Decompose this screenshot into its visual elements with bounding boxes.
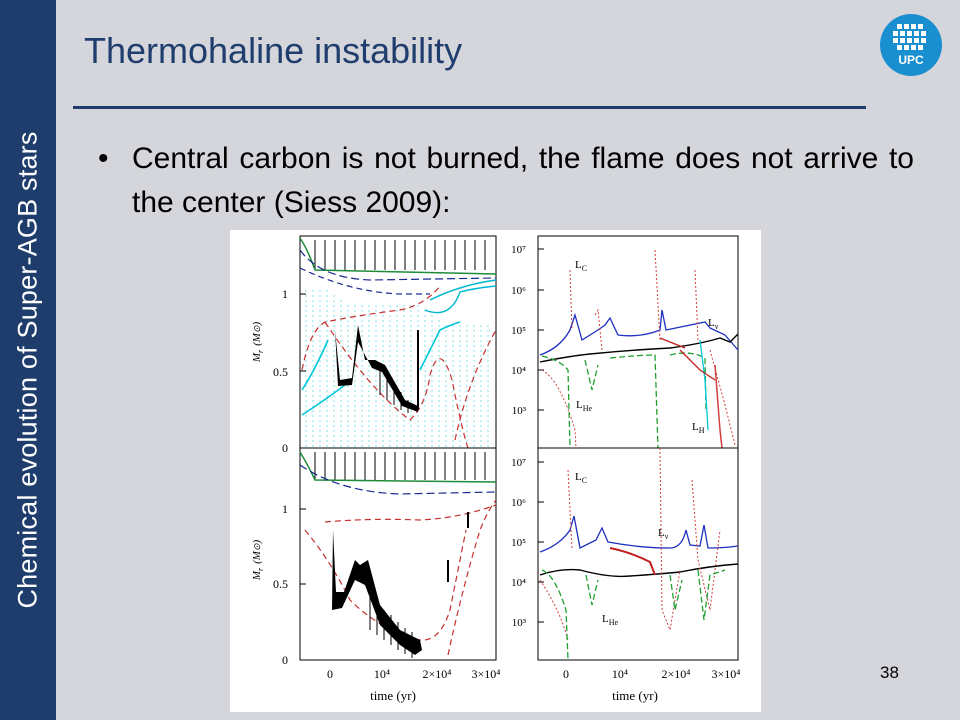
bullet-item: • Central carbon is not burned, the flam… xyxy=(98,137,914,225)
ytick-right-bottom-1e3: 10³ xyxy=(512,617,527,629)
xtick-left-3e4: 3×10⁴ xyxy=(472,667,501,681)
ylabel-left-bottom-sub: r xyxy=(256,567,265,571)
ytick-left-top-05: 0.5 xyxy=(273,365,288,379)
bullet-marker: • xyxy=(98,142,109,175)
ytick-right-bottom-1e4: 10⁴ xyxy=(511,577,526,589)
xlabel-right: time (yr) xyxy=(612,688,658,703)
ytick-left-top-1: 1 xyxy=(282,287,288,301)
ytick-right-bottom-1e5: 10⁵ xyxy=(511,537,526,549)
ylabel-left-top-main: M xyxy=(251,352,263,363)
label-lh-top: LH xyxy=(692,421,705,435)
xtick-left-1e4: 10⁴ xyxy=(374,667,390,681)
ytick-left-bottom-1: 1 xyxy=(282,502,288,516)
ylabel-left-bottom-main: M xyxy=(251,570,263,581)
sidebar: Chemical evolution of Super-AGB stars xyxy=(0,0,56,720)
logo-text: UPC xyxy=(898,53,924,67)
slide-title: Thermohaline instability xyxy=(84,30,463,71)
left-top-panel: 1 0.5 0 Mr (M⊙) xyxy=(251,235,497,455)
ytick-right-bottom-1e6: 10⁶ xyxy=(511,497,526,509)
ytick-right-top-1e5: 10⁵ xyxy=(511,325,526,337)
ylabel-left-top-sub: r xyxy=(256,349,265,353)
ytick-left-bottom-05: 0.5 xyxy=(273,577,288,591)
ytick-right-top-1e6: 10⁶ xyxy=(511,285,526,297)
bullet-text: Central carbon is not burned, the flame … xyxy=(132,142,914,219)
xtick-right-2e4: 2×10⁴ xyxy=(662,667,691,681)
ytick-right-top-1e4: 10⁴ xyxy=(511,365,526,377)
ytick-left-top-0: 0 xyxy=(282,441,288,455)
ylabel-left-bottom-unit: (M xyxy=(251,550,263,564)
ytick-left-bottom-0: 0 xyxy=(282,653,288,667)
svg-text:Mr(M⊙): Mr (M⊙) xyxy=(251,540,265,582)
label-lhe-bottom: LHe xyxy=(602,613,619,627)
xtick-right-1e4: 10⁴ xyxy=(612,667,628,681)
label-lnu-bottom: Lν xyxy=(658,527,669,541)
xlabel-left: time (yr) xyxy=(370,688,416,703)
ytick-right-top-1e3: 10³ xyxy=(512,405,527,417)
left-bottom-panel: 1 0.5 0 Mr (M⊙) 0 10⁴ 2×10⁴ 3×10⁴ time (y… xyxy=(251,447,501,703)
ytick-right-top-1e7: 10⁷ xyxy=(511,244,526,256)
ylabel-left-bottom-sun: ⊙ xyxy=(252,543,262,551)
label-lc-top: LC xyxy=(575,259,587,273)
xtick-left-2e4: 2×10⁴ xyxy=(423,667,452,681)
xtick-right-0: 0 xyxy=(563,667,569,681)
page-number: 38 xyxy=(880,663,899,682)
upc-logo-icon: UPC xyxy=(880,14,942,76)
label-lnu-top: Lν xyxy=(708,317,719,331)
xtick-left-0: 0 xyxy=(327,667,333,681)
title-underline xyxy=(73,106,866,109)
figure-panels: 1 0.5 0 Mr(M⊙) 1 0.5 xyxy=(230,230,761,712)
ytick-right-bottom-1e7: 10⁷ xyxy=(511,457,526,469)
label-lhe-top: LHe xyxy=(576,399,593,413)
sidebar-title: Chemical evolution of Super-AGB stars xyxy=(12,131,43,609)
ylabel-left-bottom-end: ) xyxy=(251,540,263,545)
right-bottom-panel: 10⁷ 10⁶ 10⁵ 10⁴ 10³ LC Lν LHe 0 10⁴ 2×10… xyxy=(511,447,741,703)
svg-text:Mr(M⊙): Mr (M⊙) xyxy=(251,322,265,364)
label-lc-bottom: LC xyxy=(575,471,587,485)
ylabel-left-top-unit: (M xyxy=(251,332,263,346)
ylabel-left-top-sun: ⊙ xyxy=(252,325,262,333)
ylabel-left-top-end: ) xyxy=(251,322,263,327)
xtick-right-3e4: 3×10⁴ xyxy=(712,667,741,681)
